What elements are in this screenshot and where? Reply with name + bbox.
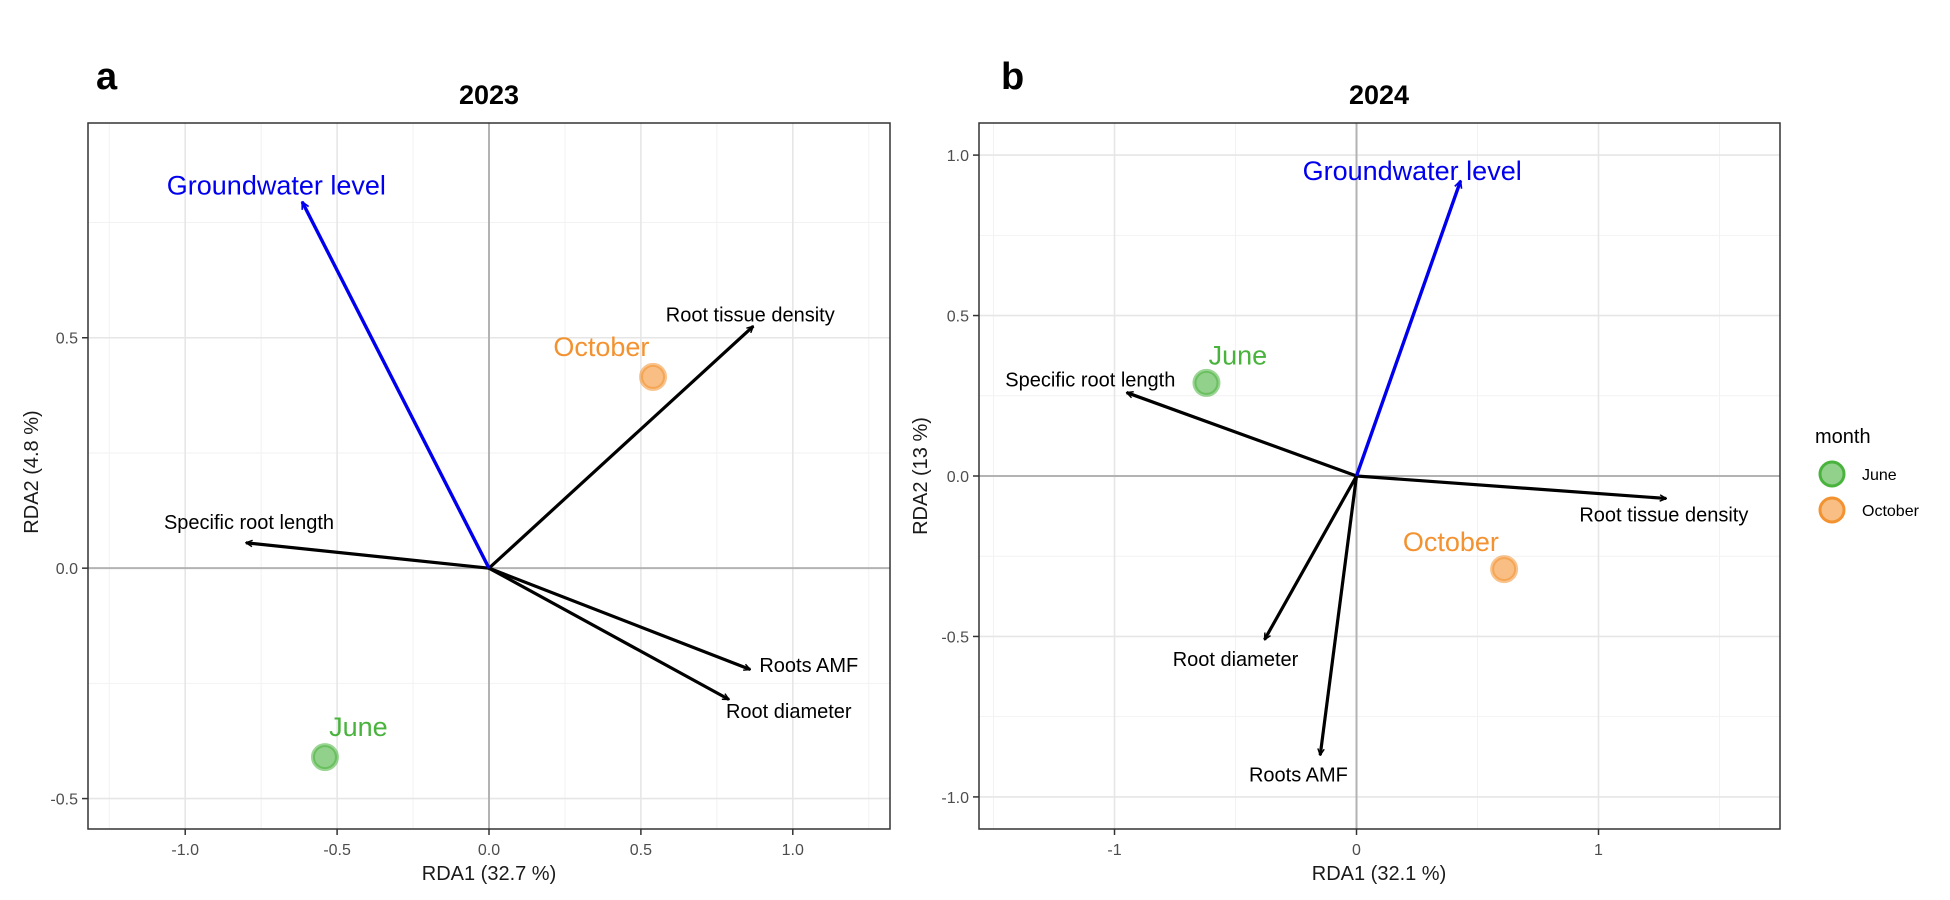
- panel-b-2024: b 2024 Specific root length Root tissue d…: [910, 56, 1781, 885]
- legend-key-october: [1818, 496, 1846, 524]
- panel-a-arrow-label-specific-root-length: Specific root length: [164, 512, 334, 534]
- panel-a-arrow-label-root-diameter: Root diameter: [726, 701, 852, 723]
- panel-b-env-label-groundwater-level: Groundwater level: [1303, 156, 1522, 186]
- panel-a-arrow-label-roots-amf: Roots AMF: [759, 655, 858, 677]
- panel-a-x-tick-label: 1.0: [782, 842, 804, 859]
- legend-key-june: [1818, 460, 1846, 488]
- panel-b-y-tick-label: 0.5: [947, 309, 969, 326]
- panel-b-arrow-label-roots-amf: Roots AMF: [1249, 764, 1348, 786]
- panel-b-y-tick-label: 1.0: [947, 148, 969, 165]
- panel-a-xlabel: RDA1 (32.7 %): [422, 863, 557, 885]
- panel-a-site-point-june: [310, 743, 339, 772]
- panel-b-arrow-root-tissue-density: [1356, 474, 1667, 498]
- panel-a-y-tick-label: 0.5: [56, 331, 78, 348]
- panel-a-arrow-root-tissue-density: [487, 325, 753, 570]
- panel-b-site-point-june: [1192, 368, 1221, 397]
- panel-b-arrow-specific-root-length: [1127, 393, 1358, 478]
- panel-b-x-tick-label: 0: [1352, 842, 1361, 859]
- panel-b-plot-area: Specific root length Root tissue density R…: [941, 122, 1781, 859]
- panel-a-site-label-june: June: [329, 712, 388, 742]
- panel-b-arrow-roots-amf: [1320, 475, 1359, 755]
- legend: month June October: [1815, 426, 1920, 524]
- panel-a-site-point-october: [639, 362, 668, 391]
- panel-b-title: 2024: [1349, 80, 1409, 110]
- panel-b-arrow-root-diameter: [1263, 475, 1358, 640]
- panel-b-site-point-october: [1490, 555, 1519, 584]
- panel-a-x-tick-label: 0.0: [478, 842, 500, 859]
- panel-a-y-tick-label: 0.0: [56, 561, 78, 578]
- panel-a-x-tick-label: 0.5: [630, 842, 652, 859]
- panel-b-arrow-label-specific-root-length: Specific root length: [1005, 370, 1175, 392]
- panel-a-title: 2023: [459, 80, 519, 110]
- panel-b-ylabel: RDA2 (13 %): [910, 417, 932, 535]
- panel-b-y-tick-label: -0.5: [941, 629, 969, 646]
- panel-b-y-tick-label: -1.0: [941, 790, 969, 807]
- panel-b-xlabel: RDA1 (32.1 %): [1312, 863, 1447, 885]
- panel-b-arrow-label-root-diameter: Root diameter: [1173, 649, 1299, 671]
- panel-b-site-label-october: October: [1403, 527, 1499, 557]
- panel-a-x-tick-label: -1.0: [171, 842, 199, 859]
- panel-a-ylabel: RDA2 (4.8 %): [21, 410, 43, 533]
- legend-label-october: October: [1862, 503, 1920, 520]
- panel-b-site-label-june: June: [1209, 341, 1268, 371]
- panel-a-env-arrow-groundwater-level: [300, 202, 491, 569]
- panel-a-arrow-root-diameter: [488, 566, 729, 701]
- panel-a-letter: a: [96, 56, 118, 98]
- legend-label-june: June: [1862, 467, 1897, 484]
- panel-a-y-tick-label: -0.5: [50, 792, 78, 809]
- panel-b-x-tick-label: 1: [1594, 842, 1603, 859]
- panel-b-letter: b: [1001, 56, 1024, 98]
- panel-b-y-tick-label: 0.0: [947, 469, 969, 486]
- legend-title: month: [1815, 426, 1871, 448]
- panel-b-env-arrow-groundwater-level: [1354, 181, 1461, 477]
- panel-b-arrow-label-root-tissue-density: Root tissue density: [1579, 505, 1748, 527]
- panel-a-x-tick-label: -0.5: [323, 842, 351, 859]
- panel-a-arrow-label-root-tissue-density: Root tissue density: [666, 305, 835, 327]
- panel-a-plot-area: Root tissue density Specific root length R…: [50, 122, 891, 859]
- panel-a-arrow-roots-amf: [488, 566, 750, 672]
- panel-a-site-label-october: October: [553, 332, 649, 362]
- panel-b-x-tick-label: -1: [1107, 842, 1121, 859]
- panel-a-2023: a 2023 Root tissue density Specific root …: [21, 56, 891, 885]
- legend-item-october: October: [1818, 496, 1920, 524]
- legend-item-june: June: [1818, 460, 1897, 488]
- panel-a-arrow-specific-root-length: [246, 543, 490, 570]
- panel-a-env-label-groundwater-level: Groundwater level: [167, 171, 386, 201]
